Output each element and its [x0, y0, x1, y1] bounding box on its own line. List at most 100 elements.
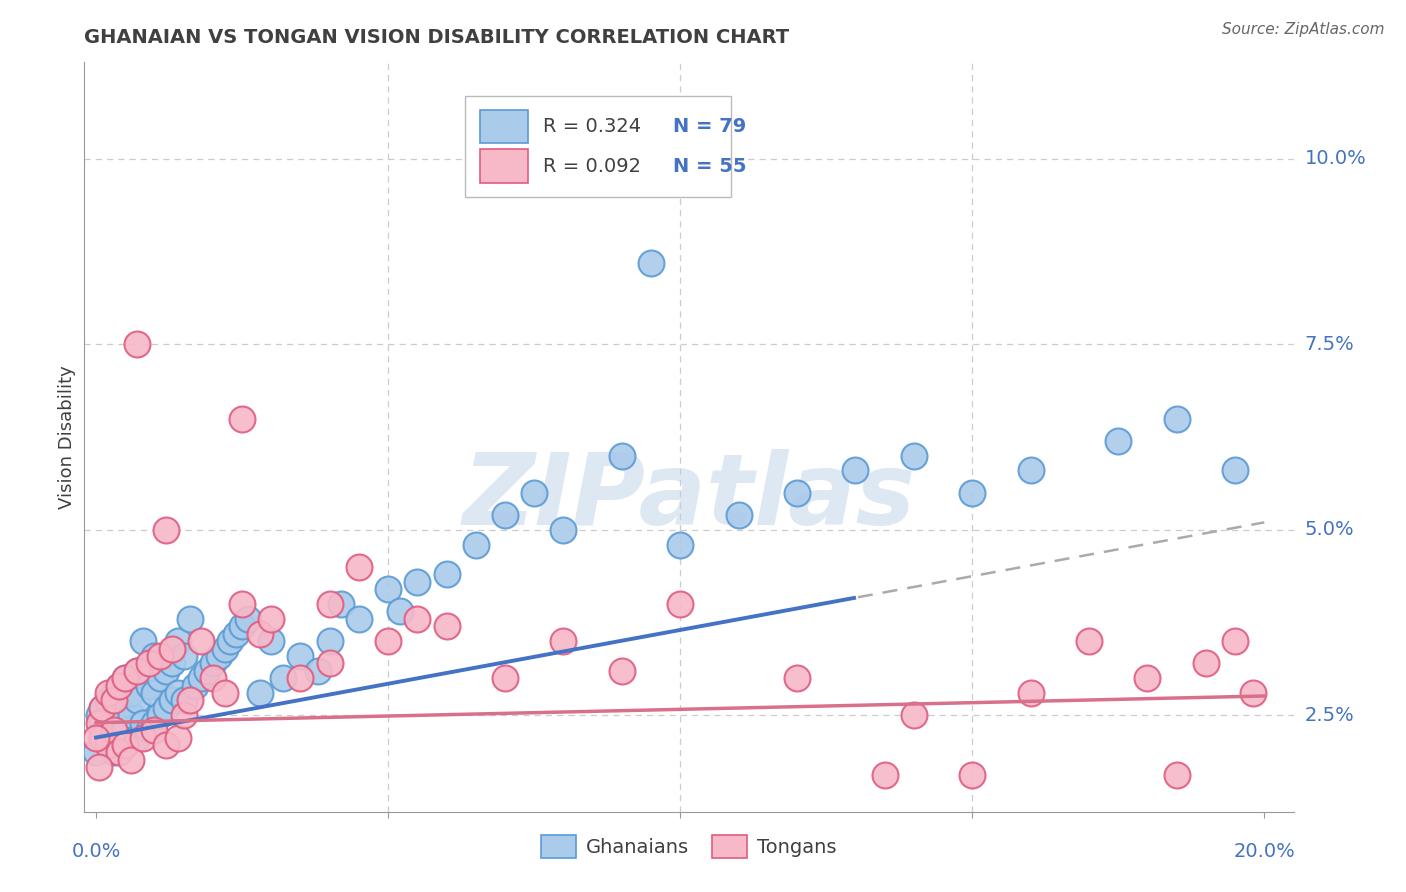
Point — [1195, 657, 1218, 671]
Point — [143, 686, 166, 700]
Text: Source: ZipAtlas.com: Source: ZipAtlas.com — [1222, 22, 1385, 37]
Point — [377, 582, 399, 596]
Bar — [479, 110, 529, 144]
Point — [84, 745, 107, 759]
Point — [132, 731, 155, 745]
Point — [260, 634, 283, 648]
Point — [225, 626, 247, 640]
Point — [173, 708, 195, 723]
Point — [290, 648, 312, 663]
Point — [143, 648, 166, 663]
Bar — [479, 149, 529, 183]
Point — [436, 567, 458, 582]
Point — [201, 671, 224, 685]
Point — [669, 597, 692, 611]
Point — [103, 686, 125, 700]
Point — [149, 708, 172, 723]
Text: 20.0%: 20.0% — [1233, 842, 1295, 862]
Point — [208, 648, 231, 663]
Point — [1019, 686, 1042, 700]
Point — [1223, 463, 1246, 477]
Point — [307, 664, 329, 678]
Point — [1019, 463, 1042, 477]
Point — [103, 723, 125, 738]
Text: 5.0%: 5.0% — [1305, 520, 1354, 540]
Point — [377, 634, 399, 648]
Point — [138, 679, 160, 693]
Point — [436, 619, 458, 633]
Point — [90, 701, 112, 715]
Point — [97, 738, 120, 752]
Point — [190, 634, 212, 648]
Point — [125, 664, 148, 678]
FancyBboxPatch shape — [465, 96, 731, 197]
Point — [108, 679, 131, 693]
Point — [318, 597, 340, 611]
Point — [406, 612, 429, 626]
Point — [494, 671, 516, 685]
Point — [786, 485, 808, 500]
Point — [318, 657, 340, 671]
Point — [179, 693, 201, 707]
Point — [173, 693, 195, 707]
Point — [155, 738, 177, 752]
Point — [640, 256, 662, 270]
Point — [1223, 634, 1246, 648]
Point — [553, 523, 575, 537]
Point — [844, 463, 866, 477]
Text: ZIPatlas: ZIPatlas — [463, 449, 915, 546]
Point — [1136, 671, 1159, 685]
Point — [553, 634, 575, 648]
Point — [97, 738, 120, 752]
Point — [173, 648, 195, 663]
Point — [903, 708, 925, 723]
Point — [1166, 411, 1188, 425]
Point — [236, 612, 259, 626]
Point — [125, 664, 148, 678]
Point — [114, 671, 136, 685]
Point — [103, 693, 125, 707]
Text: 10.0%: 10.0% — [1305, 149, 1367, 169]
Point — [786, 671, 808, 685]
Point — [669, 538, 692, 552]
Point — [184, 679, 207, 693]
Point — [114, 723, 136, 738]
Point — [87, 715, 110, 730]
Point — [108, 679, 131, 693]
Point — [1078, 634, 1101, 648]
Point — [94, 723, 117, 738]
Point — [103, 745, 125, 759]
Point — [114, 738, 136, 752]
Y-axis label: Vision Disability: Vision Disability — [58, 365, 76, 509]
Point — [494, 508, 516, 522]
Point — [260, 612, 283, 626]
Point — [610, 664, 633, 678]
Point — [960, 485, 983, 500]
Point — [90, 715, 112, 730]
Point — [155, 523, 177, 537]
Point — [347, 560, 370, 574]
Point — [1166, 767, 1188, 781]
Text: N = 79: N = 79 — [673, 117, 747, 136]
Point — [87, 708, 110, 723]
Text: 7.5%: 7.5% — [1305, 334, 1354, 354]
Point — [108, 745, 131, 759]
Legend: Ghanaians, Tongans: Ghanaians, Tongans — [533, 828, 845, 866]
Point — [464, 538, 486, 552]
Point — [231, 619, 253, 633]
Point — [903, 449, 925, 463]
Point — [249, 626, 271, 640]
Point — [166, 686, 188, 700]
Point — [138, 657, 160, 671]
Point — [114, 738, 136, 752]
Text: 2.5%: 2.5% — [1305, 706, 1354, 725]
Point — [155, 701, 177, 715]
Point — [727, 508, 749, 522]
Point — [249, 686, 271, 700]
Point — [143, 723, 166, 738]
Point — [120, 753, 142, 767]
Point — [155, 664, 177, 678]
Point — [201, 657, 224, 671]
Point — [523, 485, 546, 500]
Point — [149, 648, 172, 663]
